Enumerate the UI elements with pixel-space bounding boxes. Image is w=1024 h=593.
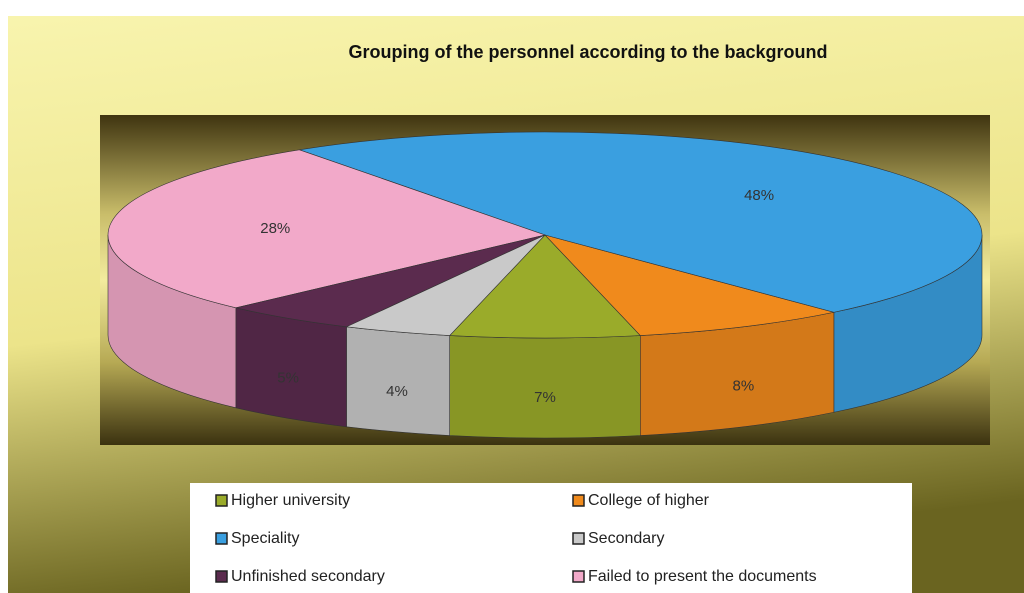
legend-marker — [215, 494, 228, 507]
legend-marker — [572, 532, 585, 545]
legend-label: Higher university — [231, 492, 350, 509]
slice — [107, 149, 547, 309]
slice — [449, 234, 641, 339]
data-label: 8% — [733, 378, 755, 395]
data-label: 4% — [386, 383, 408, 400]
data-label: 5% — [277, 369, 299, 386]
slice — [345, 234, 546, 336]
legend-label: College of higher — [588, 492, 710, 509]
legend-marker — [215, 532, 228, 545]
legend-marker — [572, 570, 585, 583]
chart-title: Grouping of the personnel according to t… — [348, 42, 827, 62]
slice-side — [346, 326, 450, 436]
data-label: 28% — [260, 220, 290, 237]
slice-side — [235, 307, 347, 428]
legend-marker — [572, 494, 585, 507]
legend — [190, 483, 912, 593]
legend-marker — [215, 570, 228, 583]
slice-side — [449, 335, 641, 439]
data-label: 48% — [744, 187, 774, 204]
legend-label: Secondary — [588, 530, 665, 547]
legend-label: Speciality — [231, 530, 299, 547]
slice — [299, 131, 983, 313]
data-label: 7% — [534, 389, 556, 406]
legend-label: Unfinished secondary — [231, 568, 385, 585]
legend-label: Failed to present the documents — [588, 568, 817, 585]
slice — [544, 234, 835, 336]
